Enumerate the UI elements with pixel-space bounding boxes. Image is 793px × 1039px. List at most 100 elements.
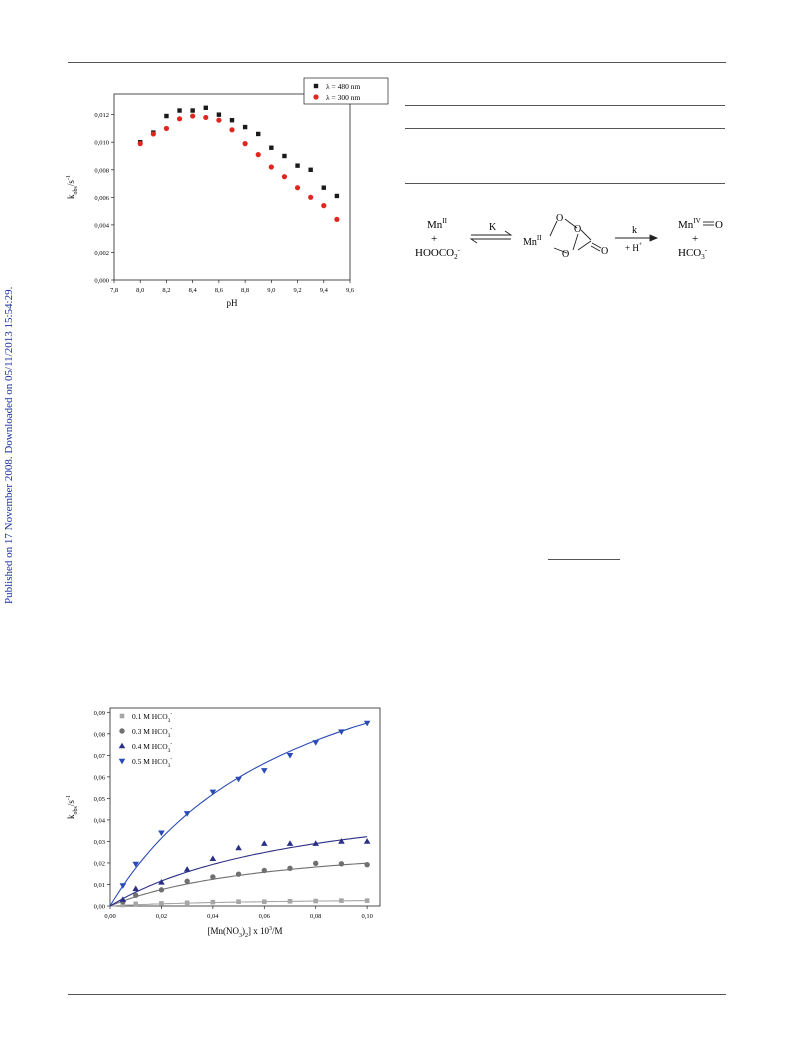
table-rule-bottom (405, 183, 725, 184)
chart1-marks (137, 105, 340, 222)
y-tick-label: 0,05 (94, 796, 105, 803)
x-tick-label: 0,02 (156, 913, 167, 920)
data-point (260, 840, 268, 846)
data-point (216, 117, 222, 123)
data-point (287, 898, 293, 904)
data-point (119, 896, 127, 902)
chart1-axes: 7,8 8,0 8,2 8,4 8,6 8,8 9,0 9,2 9,4 9,6 0,000 0,002… (66, 93, 355, 308)
data-point (209, 789, 217, 796)
x-tick-label: 9,6 (346, 287, 355, 294)
data-point (229, 127, 235, 133)
product-double-bond (703, 221, 714, 226)
y-tick-label: 0,006 (94, 195, 109, 202)
data-point (203, 114, 209, 121)
equilibrium-constant: K (489, 222, 497, 233)
data-point (216, 112, 222, 117)
data-point (150, 131, 156, 137)
data-point (242, 141, 248, 147)
product-metal: MnIV (678, 217, 701, 231)
data-point (363, 720, 371, 727)
legend-marker (119, 713, 125, 719)
reactant-plus: + (431, 233, 437, 245)
data-point (235, 871, 242, 877)
data-point (294, 185, 301, 191)
data-point (313, 898, 319, 904)
y-tick-label: 0,08 (94, 731, 105, 738)
data-point (269, 145, 274, 150)
y-tick-label: 0,008 (94, 167, 109, 174)
data-point (164, 113, 169, 119)
y-tick-label: 0,00 (94, 904, 105, 911)
data-point (184, 878, 190, 884)
ring-oxygen-4: O (601, 246, 608, 257)
x-tick-label: 8,6 (215, 287, 224, 294)
y-tick-label: 0,02 (94, 860, 105, 867)
ring-oxygen-2: O (574, 224, 581, 235)
data-point (261, 899, 267, 904)
legend-marker (313, 94, 319, 100)
y-tick-label: 0,06 (94, 774, 106, 781)
data-point (287, 865, 293, 872)
table-rule-mid (405, 128, 725, 129)
data-point (334, 216, 340, 222)
data-point (210, 874, 216, 880)
x-tick-label: 0,06 (259, 913, 271, 920)
data-point (190, 108, 195, 113)
chart2-legend: 0.1 M HCO3- 0.3 M HCO3- 0.4 M HCO3- 0.5 M H… (118, 711, 172, 769)
y-tick-label: 0,03 (94, 839, 105, 846)
equilibrium-arrow (469, 230, 513, 244)
data-point (132, 885, 140, 892)
data-point (176, 116, 183, 122)
x-tick-label: 0,04 (207, 913, 219, 920)
data-point (177, 108, 182, 113)
data-point (159, 901, 164, 906)
data-point (229, 117, 235, 123)
data-point (338, 729, 345, 735)
x-tick-label: 8,8 (241, 287, 249, 294)
y-tick-label: 0,012 (94, 112, 109, 119)
x-tick-label: 0,08 (310, 913, 321, 920)
x-tick-label: 8,2 (162, 287, 170, 294)
y-tick-label: 0,000 (94, 278, 109, 285)
rate-constant: k (632, 225, 637, 236)
legend-marker (119, 728, 125, 734)
rate-condition: + H+ (625, 242, 643, 253)
short-rule (548, 559, 620, 560)
x-axis-label: [Mn(NO3)2] x 103/M (207, 926, 282, 939)
ring-oxygen-1: O (556, 213, 563, 224)
y-axis-label: kobs/s-1 (66, 795, 79, 819)
data-point (260, 768, 268, 774)
product-oxo: O (715, 219, 723, 231)
data-point (286, 753, 294, 759)
data-point (158, 879, 165, 885)
legend-marker (313, 83, 319, 89)
data-point (339, 898, 344, 903)
data-point (203, 105, 208, 110)
product-plus: + (692, 233, 698, 245)
data-point (255, 152, 261, 158)
data-point (364, 861, 370, 868)
data-point (235, 776, 242, 783)
data-point (133, 901, 139, 907)
x-tick-label: 8,4 (189, 287, 198, 294)
data-point (184, 900, 190, 906)
data-point (308, 194, 314, 200)
data-point (158, 887, 165, 893)
y-axis-label: kobs/s-1 (66, 175, 79, 199)
table-rule-top (405, 105, 725, 106)
legend-label: 0.4 M HCO3- (132, 741, 172, 754)
y-tick-label: 0,04 (94, 817, 106, 824)
data-point (321, 185, 326, 190)
intermediate-ring (549, 218, 602, 254)
x-tick-label: 9,2 (293, 287, 301, 294)
chart2-axes: 0,00 0,02 0,04 0,06 0,08 0,10 0,00 0,01 0,02 0,03… (66, 707, 381, 939)
product-byproduct: HCO3- (678, 246, 708, 261)
legend-label: 0.3 M HCO3- (132, 726, 172, 739)
y-tick-label: 0,002 (94, 250, 109, 257)
x-tick-label: 9,0 (267, 287, 275, 294)
legend-label: λ = 300 nm (326, 93, 360, 102)
data-point (338, 861, 345, 867)
legend-marker (118, 742, 126, 749)
footer-rule (68, 994, 726, 995)
data-point (137, 141, 143, 147)
